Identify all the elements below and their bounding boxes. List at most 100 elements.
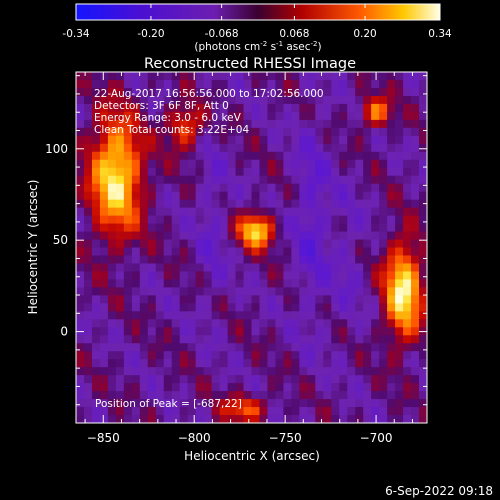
- heatmap-cell: [115, 72, 125, 81]
- heatmap-cell: [243, 143, 253, 153]
- heatmap-cell: [323, 223, 332, 233]
- heatmap-cell: [171, 199, 181, 209]
- heatmap-cell: [235, 135, 245, 145]
- heatmap-cell: [371, 95, 380, 105]
- heatmap-cell: [243, 79, 253, 89]
- heatmap-cell: [83, 319, 93, 328]
- heatmap-cell: [107, 119, 117, 129]
- heatmap-cell: [91, 351, 101, 360]
- colorbar-tick-label: -0.068: [205, 28, 239, 40]
- heatmap-cell: [163, 343, 173, 352]
- heatmap-cell: [235, 335, 245, 344]
- heatmap-cell: [123, 311, 133, 320]
- heatmap-cell: [195, 199, 205, 209]
- heatmap-cell: [139, 151, 149, 161]
- heatmap-cell: [99, 231, 109, 241]
- heatmap-cell: [83, 327, 93, 336]
- heatmap-cell: [259, 167, 269, 177]
- heatmap-cell: [307, 135, 316, 145]
- heatmap-cell: [227, 111, 237, 121]
- heatmap-cell: [331, 319, 340, 328]
- heatmap-cell: [299, 72, 308, 81]
- heatmap-cell: [403, 72, 412, 81]
- heatmap-cell: [227, 343, 237, 352]
- heatmap-cell: [219, 375, 229, 384]
- heatmap-cell: [315, 199, 324, 209]
- heatmap-cell: [235, 247, 245, 257]
- heatmap-cell: [275, 135, 285, 145]
- heatmap-cell: [355, 215, 364, 225]
- heatmap-cell: [371, 263, 380, 273]
- heatmap-cell: [163, 271, 173, 281]
- heatmap-cell: [91, 175, 101, 185]
- heatmap-cell: [251, 231, 261, 241]
- heatmap-cell: [139, 391, 149, 400]
- heatmap-cell: [299, 127, 308, 137]
- heatmap-cell: [83, 159, 93, 169]
- heatmap-cell: [259, 223, 269, 233]
- heatmap-cell: [299, 79, 308, 89]
- heatmap-cell: [131, 199, 141, 209]
- heatmap-cell: [395, 327, 404, 336]
- heatmap-cell: [307, 391, 316, 400]
- heatmap-cell: [363, 95, 372, 105]
- heatmap-cell: [179, 111, 189, 121]
- heatmap-cell: [76, 319, 85, 328]
- heatmap-cell: [163, 255, 173, 265]
- heatmap-cell: [371, 391, 380, 400]
- heatmap-cell: [403, 239, 412, 249]
- heatmap-cell: [187, 239, 197, 249]
- heatmap-cell: [315, 415, 324, 423]
- heatmap-cell: [419, 287, 427, 296]
- heatmap-cell: [179, 343, 189, 352]
- heatmap-cell: [179, 303, 189, 312]
- heatmap-cell: [347, 311, 356, 320]
- heatmap-cell: [243, 287, 253, 296]
- heatmap-cell: [219, 255, 229, 265]
- heatmap-cell: [323, 359, 332, 368]
- heatmap-cell: [387, 351, 396, 360]
- heatmap-cell: [387, 143, 396, 153]
- heatmap-cell: [195, 399, 205, 408]
- heatmap-cell: [347, 279, 356, 288]
- heatmap-cell: [219, 231, 229, 241]
- heatmap-cell: [355, 79, 364, 89]
- heatmap-cell: [195, 119, 205, 129]
- heatmap-cell: [395, 119, 404, 129]
- heatmap-cell: [139, 255, 149, 265]
- heatmap-cell: [347, 111, 356, 121]
- heatmap-cell: [299, 151, 308, 161]
- heatmap-cell: [299, 199, 308, 209]
- heatmap-cell: [155, 231, 165, 241]
- heatmap-cell: [267, 319, 277, 328]
- heatmap-cell: [187, 327, 197, 336]
- heatmap-cell: [371, 295, 380, 304]
- heatmap-cell: [395, 231, 404, 241]
- heatmap-cell: [243, 319, 253, 328]
- heatmap-cell: [251, 375, 261, 384]
- heatmap-cell: [243, 271, 253, 281]
- heatmap-cell: [91, 79, 101, 89]
- heatmap-cell: [419, 231, 427, 241]
- heatmap-cell: [347, 367, 356, 376]
- heatmap-cell: [411, 223, 420, 233]
- heatmap-cell: [91, 279, 101, 288]
- heatmap-cell: [203, 119, 213, 129]
- heatmap-cell: [91, 263, 101, 273]
- heatmap-cell: [107, 191, 117, 201]
- heatmap-cell: [179, 199, 189, 209]
- heatmap-cell: [363, 87, 372, 97]
- heatmap-cell: [171, 343, 181, 352]
- heatmap-cell: [107, 159, 117, 169]
- heatmap-cell: [363, 399, 372, 408]
- heatmap-cell: [411, 239, 420, 249]
- heatmap-cell: [147, 143, 157, 153]
- heatmap-cell: [275, 231, 285, 241]
- heatmap-cell: [179, 223, 189, 233]
- heatmap-cell: [235, 311, 245, 320]
- heatmap-cell: [299, 375, 308, 384]
- heatmap-cell: [323, 239, 332, 249]
- heatmap-cell: [339, 159, 348, 169]
- heatmap-cell: [355, 159, 364, 169]
- heatmap-cell: [331, 135, 340, 145]
